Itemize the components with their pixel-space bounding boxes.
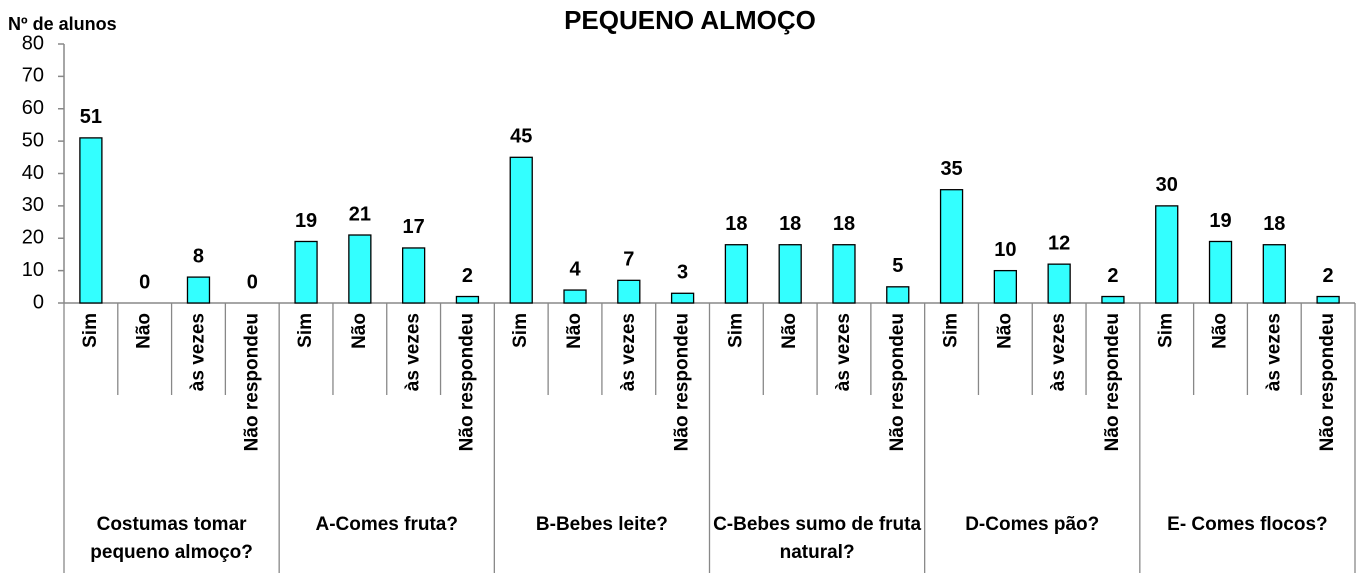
value-label: 19 bbox=[295, 210, 317, 232]
bar bbox=[1101, 295, 1125, 304]
value-label: 4 bbox=[569, 258, 581, 280]
value-label: 5 bbox=[892, 255, 903, 277]
bar bbox=[1316, 295, 1340, 304]
x-tick-label: Não bbox=[564, 313, 585, 349]
value-label: 8 bbox=[193, 245, 204, 267]
x-tick-label: Não respondeu bbox=[1317, 313, 1338, 451]
value-label: 18 bbox=[833, 213, 855, 235]
y-tick-label: 70 bbox=[22, 65, 44, 87]
bar bbox=[1262, 244, 1286, 304]
y-tick-label: 60 bbox=[22, 97, 44, 119]
group-label: C-Bebes sumo de fruta natural? bbox=[713, 514, 922, 563]
value-label: 3 bbox=[677, 262, 688, 284]
bar bbox=[401, 247, 426, 304]
x-tick-label: Não bbox=[134, 313, 155, 349]
value-label: 18 bbox=[725, 213, 747, 235]
value-label: 21 bbox=[349, 203, 371, 225]
bar bbox=[886, 286, 910, 304]
y-tick-label: 80 bbox=[22, 32, 44, 54]
chart-title: PEQUENO ALMOÇO bbox=[564, 5, 816, 35]
bar bbox=[832, 244, 856, 304]
value-label: 0 bbox=[247, 271, 258, 293]
value-label: 18 bbox=[779, 213, 801, 235]
value-label: 10 bbox=[994, 239, 1016, 261]
y-tick-label: 30 bbox=[22, 194, 44, 216]
group-label: A-Comes fruta? bbox=[315, 514, 458, 535]
group-label-box: D-Comes pão? bbox=[965, 514, 1100, 535]
bar bbox=[1155, 205, 1179, 304]
x-tick-label: Sim bbox=[1156, 313, 1177, 348]
x-tick-label: às vezes bbox=[1048, 313, 1069, 391]
bar bbox=[294, 240, 318, 304]
bar bbox=[509, 156, 533, 304]
x-tick-label: Não respondeu bbox=[241, 313, 262, 451]
bar bbox=[563, 289, 587, 304]
group-label: E- Comes flocos? bbox=[1167, 514, 1328, 535]
group-label-box: A-Comes fruta? bbox=[315, 514, 458, 535]
bar bbox=[1047, 263, 1071, 304]
value-label: 19 bbox=[1209, 210, 1231, 232]
value-label: 0 bbox=[139, 271, 150, 293]
value-label: 45 bbox=[510, 126, 532, 148]
value-label: 35 bbox=[940, 158, 962, 180]
group-label-box: B-Bebes leite? bbox=[535, 514, 668, 535]
value-label: 7 bbox=[623, 249, 634, 271]
x-tick-label: Sim bbox=[295, 313, 316, 348]
x-tick-label: às vezes bbox=[833, 313, 854, 391]
y-tick-label: 50 bbox=[22, 129, 44, 151]
group-label-box: E- Comes flocos? bbox=[1167, 514, 1328, 535]
x-tick-label: às vezes bbox=[403, 313, 424, 391]
value-label: 51 bbox=[80, 106, 102, 128]
x-tick-label: Sim bbox=[725, 313, 746, 348]
x-tick-label: Sim bbox=[80, 313, 101, 348]
group-label: D-Comes pão? bbox=[965, 514, 1100, 535]
value-label: 2 bbox=[1323, 265, 1334, 287]
bar bbox=[939, 189, 964, 304]
bar bbox=[1208, 240, 1233, 304]
value-label: 2 bbox=[1107, 265, 1118, 287]
y-tick-label: 0 bbox=[33, 291, 44, 313]
bar bbox=[348, 234, 372, 304]
x-tick-label: às vezes bbox=[618, 313, 639, 391]
bar bbox=[617, 279, 641, 304]
value-label: 18 bbox=[1263, 213, 1285, 235]
group-label: B-Bebes leite? bbox=[535, 514, 668, 535]
group-label-box: Costumas tomar pequeno almoço? bbox=[90, 514, 253, 563]
bar bbox=[186, 276, 211, 304]
bar bbox=[79, 137, 103, 304]
x-tick-label: Sim bbox=[941, 313, 962, 348]
bar bbox=[455, 295, 480, 304]
x-tick-label: Não bbox=[1210, 313, 1231, 349]
bar bbox=[993, 269, 1018, 304]
bar bbox=[778, 244, 802, 304]
group-label-box: C-Bebes sumo de fruta natural? bbox=[713, 514, 922, 563]
x-tick-label: Não bbox=[994, 313, 1015, 349]
x-tick-label: Não respondeu bbox=[887, 313, 908, 451]
y-tick-label: 20 bbox=[22, 227, 44, 249]
x-tick-label: Não bbox=[349, 313, 370, 349]
x-tick-label: às vezes bbox=[1263, 313, 1284, 391]
value-label: 12 bbox=[1048, 232, 1070, 254]
x-tick-label: Não respondeu bbox=[672, 313, 693, 451]
y-tick-label: 10 bbox=[22, 259, 44, 281]
bar bbox=[724, 244, 749, 304]
x-tick-label: Não respondeu bbox=[1102, 313, 1123, 451]
value-label: 2 bbox=[462, 265, 473, 287]
x-tick-label: às vezes bbox=[187, 313, 208, 391]
x-tick-label: Sim bbox=[510, 313, 531, 348]
y-tick-label: 40 bbox=[22, 162, 44, 184]
bar bbox=[670, 292, 695, 304]
value-label: 30 bbox=[1156, 174, 1178, 196]
y-axis-label: Nº de alunos bbox=[8, 14, 117, 34]
group-label: Costumas tomar pequeno almoço? bbox=[90, 514, 253, 563]
value-label: 17 bbox=[403, 216, 425, 238]
x-tick-label: Não respondeu bbox=[456, 313, 477, 451]
x-tick-label: Não bbox=[779, 313, 800, 349]
